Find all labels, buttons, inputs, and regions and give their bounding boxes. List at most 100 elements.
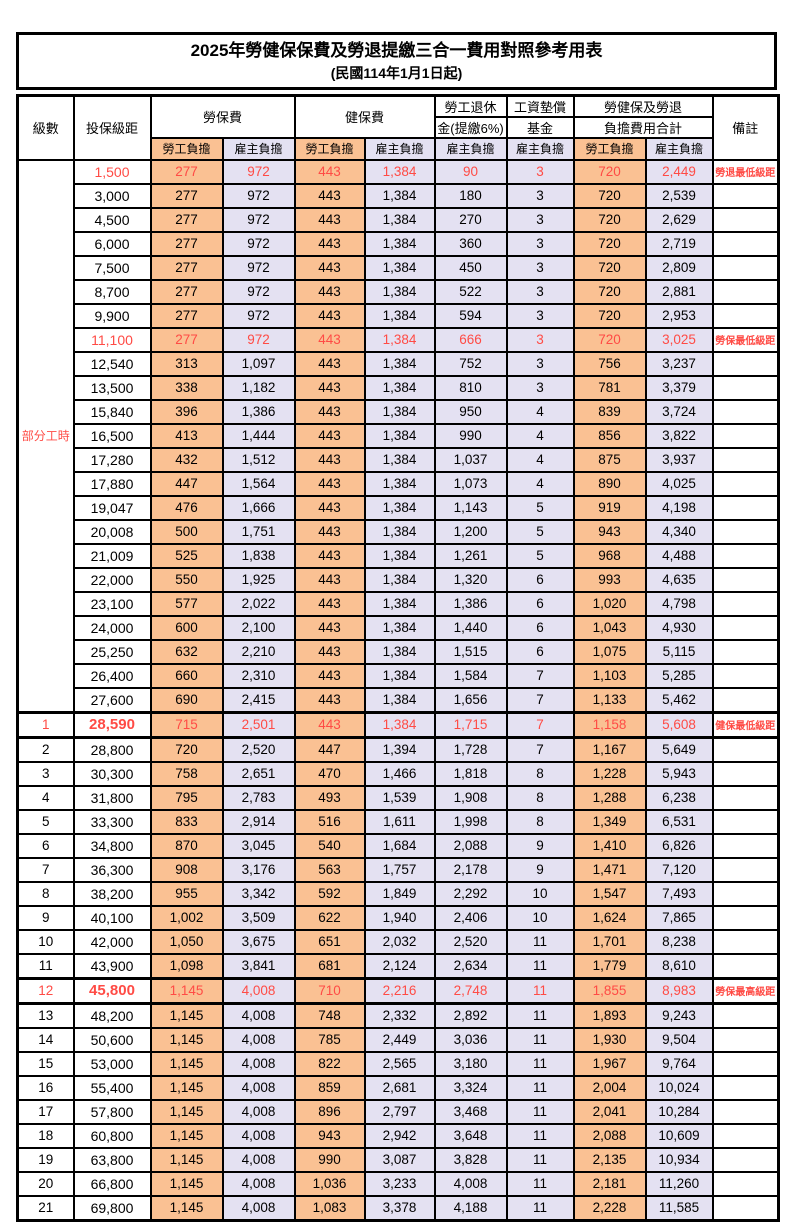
cell-pension-employer: 1,715 — [433, 710, 508, 739]
table-row: 22,000 550 1,925 443 1,384 1,320 6 993 4… — [18, 566, 780, 593]
cell-bracket: 55,400 — [72, 1074, 152, 1101]
cell-pension-employer: 594 — [433, 302, 508, 329]
cell-total-employer: 10,609 — [644, 1122, 714, 1149]
cell-health-employee: 443 — [293, 182, 366, 209]
table-row: 4 31,800 795 2,783 493 1,539 1,908 8 1,2… — [16, 784, 780, 811]
table-row: 23,100 577 2,022 443 1,384 1,386 6 1,020… — [18, 590, 780, 617]
cell-health-employee: 592 — [293, 880, 366, 907]
cell-bracket: 1,500 — [72, 158, 152, 185]
cell-total-employee: 1,779 — [572, 952, 647, 980]
cell-health-employee: 563 — [293, 856, 366, 883]
cell-fund-employer: 3 — [505, 326, 575, 353]
cell-fund-employer: 10 — [505, 880, 575, 907]
cell-health-employer: 2,681 — [363, 1074, 436, 1101]
cell-total-employee: 2,041 — [572, 1098, 647, 1125]
cell-pension-employer: 270 — [433, 206, 508, 233]
cell-health-employer: 1,384 — [363, 542, 436, 569]
cell-pension-employer: 2,292 — [433, 880, 508, 907]
th-total-bottom: 負擔費用合計 — [572, 115, 714, 139]
cell-total-employee: 2,004 — [572, 1074, 647, 1101]
cell-pension-employer: 1,584 — [433, 662, 508, 689]
cell-fund-employer: 4 — [505, 470, 575, 497]
table-row: 15,840 396 1,386 443 1,384 950 4 839 3,7… — [18, 398, 780, 425]
cell-total-employee: 856 — [572, 422, 647, 449]
table-row: 2 28,800 720 2,520 447 1,394 1,728 7 1,1… — [16, 736, 780, 763]
table-row: 27,600 690 2,415 443 1,384 1,656 7 1,133… — [18, 686, 780, 714]
cell-bracket: 7,500 — [72, 254, 152, 281]
cell-total-employer: 3,937 — [644, 446, 714, 473]
cell-pension-employer: 2,178 — [433, 856, 508, 883]
cell-labor-employee: 500 — [149, 518, 224, 545]
cell-labor-employee: 1,050 — [149, 928, 224, 955]
cell-total-employer: 8,983 — [644, 976, 714, 1005]
cell-health-employer: 1,384 — [363, 278, 436, 305]
cell-total-employee: 1,701 — [572, 928, 647, 955]
cell-pension-employer: 1,037 — [433, 446, 508, 473]
cell-bracket: 66,800 — [72, 1170, 152, 1197]
cell-fund-employer: 5 — [505, 518, 575, 545]
cell-health-employer: 1,384 — [363, 374, 436, 401]
cell-pension-employer: 2,634 — [433, 952, 508, 980]
cell-labor-employee: 525 — [149, 542, 224, 569]
cell-health-employer: 2,565 — [363, 1050, 436, 1077]
cell-fund-employer: 3 — [505, 254, 575, 281]
cell-labor-employer: 972 — [221, 230, 296, 257]
cell-level: 4 — [16, 784, 75, 811]
cell-labor-employee: 476 — [149, 494, 224, 521]
cell-total-employer: 9,764 — [644, 1050, 714, 1077]
cell-total-employer: 2,953 — [644, 302, 714, 329]
cell-remark — [711, 398, 780, 425]
cell-labor-employer: 972 — [221, 278, 296, 305]
cell-remark — [711, 1050, 780, 1077]
table-row: 6,000 277 972 443 1,384 360 3 720 2,719 — [18, 230, 780, 257]
cell-total-employee: 1,043 — [572, 614, 647, 641]
cell-bracket: 53,000 — [72, 1050, 152, 1077]
cell-remark — [711, 856, 780, 883]
cell-health-employee: 443 — [293, 350, 366, 377]
table-row: 21,009 525 1,838 443 1,384 1,261 5 968 4… — [18, 542, 780, 569]
cell-health-employer: 1,384 — [363, 638, 436, 665]
cell-health-employee: 493 — [293, 784, 366, 811]
table-row: 14 50,600 1,145 4,008 785 2,449 3,036 11… — [16, 1026, 780, 1053]
table-row: 16,500 413 1,444 443 1,384 990 4 856 3,8… — [18, 422, 780, 449]
cell-labor-employer: 3,675 — [221, 928, 296, 955]
cell-fund-employer: 6 — [505, 614, 575, 641]
table-row: 7,500 277 972 443 1,384 450 3 720 2,809 — [18, 254, 780, 281]
cell-bracket: 45,800 — [72, 976, 152, 1005]
cell-bracket: 38,200 — [72, 880, 152, 907]
th-total-employer-share: 雇主負擔 — [644, 136, 714, 161]
cell-total-employee: 1,133 — [572, 686, 647, 714]
cell-health-employee: 443 — [293, 638, 366, 665]
cell-health-employee: 681 — [293, 952, 366, 980]
cell-labor-employer: 972 — [221, 254, 296, 281]
cell-labor-employee: 1,145 — [149, 1098, 224, 1125]
cell-labor-employee: 277 — [149, 206, 224, 233]
cell-fund-employer: 11 — [505, 976, 575, 1005]
cell-fund-employer: 8 — [505, 760, 575, 787]
cell-health-employee: 443 — [293, 686, 366, 714]
cell-remark — [711, 686, 780, 714]
cell-health-employer: 1,384 — [363, 302, 436, 329]
cell-pension-employer: 3,828 — [433, 1146, 508, 1173]
table-row: 10 42,000 1,050 3,675 651 2,032 2,520 11… — [16, 928, 780, 955]
cell-labor-employer: 4,008 — [221, 1098, 296, 1125]
cell-labor-employee: 338 — [149, 374, 224, 401]
cell-fund-employer: 6 — [505, 566, 575, 593]
cell-bracket: 27,600 — [72, 686, 152, 714]
cell-health-employer: 1,384 — [363, 254, 436, 281]
cell-labor-employee: 277 — [149, 254, 224, 281]
table-row: 8 38,200 955 3,342 592 1,849 2,292 10 1,… — [16, 880, 780, 907]
cell-health-employee: 516 — [293, 808, 366, 835]
cell-labor-employer: 2,100 — [221, 614, 296, 641]
th-labor-employee-share: 勞工負擔 — [149, 136, 224, 161]
cell-health-employee: 1,083 — [293, 1194, 366, 1222]
cell-total-employee: 875 — [572, 446, 647, 473]
cell-total-employer: 2,881 — [644, 278, 714, 305]
table-row: 16 55,400 1,145 4,008 859 2,681 3,324 11… — [16, 1074, 780, 1101]
cell-health-employer: 2,332 — [363, 1002, 436, 1029]
cell-remark — [711, 422, 780, 449]
cell-fund-employer: 4 — [505, 398, 575, 425]
cell-health-employee: 710 — [293, 976, 366, 1005]
cell-total-employee: 720 — [572, 230, 647, 257]
cell-labor-employer: 2,651 — [221, 760, 296, 787]
